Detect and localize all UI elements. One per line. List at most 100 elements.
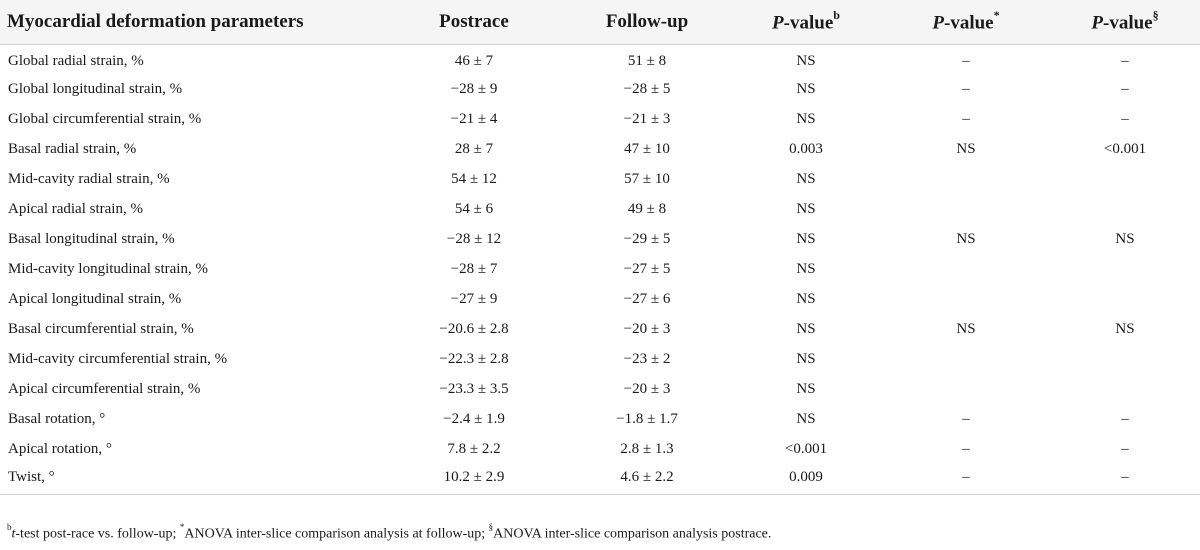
postrace-cell: 46 ± 7 [454,52,494,69]
footnote-mark-b: b [833,7,840,22]
p-value-section-cell [1050,374,1200,404]
p-value-text: -value [783,11,834,33]
p-value-section-cell [1050,284,1200,314]
p-value-b-cell: NS [796,80,816,97]
p-value-b-cell: NS [796,410,816,427]
p-value-section-cell: – [1121,80,1129,97]
followup-cell: 57 ± 10 [624,170,670,187]
followup-cell: 2.8 ± 1.3 [620,440,674,457]
header-p-value-b: P-valueb [730,0,882,45]
table-row: Basal rotation, ° −2.4 ± 1.9 −1.8 ± 1.7 NS –… [0,404,1200,434]
followup-cell: −20 ± 3 [623,320,671,337]
footnote-mark-b: b [7,522,12,532]
followup-cell: −21 ± 3 [623,110,671,127]
postrace-cell: 10.2 ± 2.9 [384,464,564,495]
footnote-mark-star: * [993,7,1000,22]
p-value-b-cell: NS [796,350,816,367]
p-value-section-cell [1050,254,1200,284]
p-value-star-cell [882,344,1050,374]
table-row: Global circumferential strain, % −21 ± 4 −… [0,104,1200,134]
parameter-cell: Apical rotation, ° [8,440,112,457]
p-value-section-cell [1050,164,1200,194]
table-row: Twist, ° 10.2 ± 2.9 4.6 ± 2.2 0.009– – [0,464,1200,495]
header-p-value-star: P-value* [882,0,1050,45]
postrace-cell: −21 ± 4 [450,110,498,127]
footnote-mark-section: § [1152,7,1159,22]
p-value-b-cell: NS [796,320,816,337]
t-letter: t [11,526,16,542]
table-row: Mid-cavity circumferential strain, % −22.… [0,344,1200,374]
p-value-star-cell: NS [956,230,976,247]
table-row: Basal longitudinal strain, % −28 ± 12 −29 … [0,224,1200,254]
parameter-cell: Basal circumferential strain, % [8,320,194,337]
parameter-cell: Mid-cavity longitudinal strain, % [8,260,208,277]
followup-cell: 49 ± 8 [627,200,667,217]
header-parameters: Myocardial deformation parameters [0,0,384,45]
p-value-b-cell: NS [796,290,816,307]
p-value-section-cell: <0.001 [1103,140,1147,157]
p-value-star-cell: – [962,410,970,427]
p-value-b-cell: NS [796,380,816,397]
p-letter: P [932,11,944,33]
p-value-section-cell: – [1121,440,1129,457]
p-value-b-cell: NS [796,260,816,277]
table-row: Basal radial strain, % 28 ± 7 47 ± 10 0.003… [0,134,1200,164]
footnote-mark-star: * [179,522,185,532]
p-value-b-cell: NS [796,230,816,247]
postrace-cell: 54 ± 12 [451,170,497,187]
parameter-cell: Twist, ° [0,464,384,495]
p-value-section-cell: NS [1115,320,1135,337]
table-footnote: bt-test post-race vs. follow-up; *ANOVA … [7,522,771,543]
p-value-star-cell: NS [956,140,976,157]
parameter-cell: Mid-cavity circumferential strain, % [8,350,228,367]
followup-cell: −28 ± 5 [623,80,671,97]
p-value-b-cell: NS [796,200,816,217]
p-value-b-cell: NS [796,170,816,187]
followup-cell: −20 ± 3 [623,380,671,397]
p-value-star-cell: – [962,80,970,97]
p-value-section-cell: – [1121,410,1129,427]
parameter-cell: Global radial strain, % [8,52,144,69]
table-row: Apical longitudinal strain, % −27 ± 9 −27 … [0,284,1200,314]
header-followup: Follow-up [564,0,730,45]
parameter-cell: Mid-cavity radial strain, % [8,170,170,187]
p-value-star-cell [882,284,1050,314]
p-value-star-cell: NS [956,320,976,337]
footnote-mark-section: § [488,522,494,532]
p-value-star-cell [882,164,1050,194]
postrace-cell: −28 ± 7 [450,260,498,277]
p-value-star-cell: – [962,110,970,127]
deformation-table: Myocardial deformation parameters Postra… [0,0,1200,495]
postrace-cell: −27 ± 9 [450,290,498,307]
parameter-cell: Apical radial strain, % [8,200,143,217]
table-row: Mid-cavity longitudinal strain, % −28 ± 7… [0,254,1200,284]
table-row: Basal circumferential strain, % −20.6 ± 2… [0,314,1200,344]
postrace-cell: −22.3 ± 2.8 [439,350,509,367]
p-value-star-cell: – [962,440,970,457]
p-value-b-cell: <0.001 [784,440,828,457]
postrace-cell: −20.6 ± 2.8 [439,320,509,337]
p-value-b-cell: 0.009 [730,464,882,495]
p-value-section-cell: – [1121,52,1129,69]
p-value-star-cell [882,254,1050,284]
parameter-cell: Basal rotation, ° [8,410,106,427]
followup-cell: −27 ± 5 [623,260,671,277]
postrace-cell: −28 ± 9 [450,80,498,97]
parameter-cell: Apical circumferential strain, % [8,380,201,397]
p-value-b-cell: NS [796,52,816,69]
followup-cell: −29 ± 5 [623,230,671,247]
p-value-section-cell: NS [1115,230,1135,247]
postrace-cell: 7.8 ± 2.2 [447,440,501,457]
postrace-cell: −28 ± 12 [446,230,502,247]
p-value-star-cell [882,194,1050,224]
table-body: Global radial strain, % 46 ± 7 51 ± 8 NS – – G… [0,44,1200,495]
followup-cell: −27 ± 6 [623,290,671,307]
parameter-cell: Global circumferential strain, % [8,110,202,127]
p-value-b-cell: 0.003 [789,140,823,157]
table-row: Apical rotation, ° 7.8 ± 2.2 2.8 ± 1.3 <0.0… [0,434,1200,464]
p-value-section-cell [1050,344,1200,374]
table-row: Global radial strain, % 46 ± 7 51 ± 8 NS – – [0,44,1200,74]
followup-cell: 47 ± 10 [624,140,670,157]
followup-cell: 51 ± 8 [627,52,667,69]
table-row: Global longitudinal strain, % −28 ± 9 −28 … [0,74,1200,104]
